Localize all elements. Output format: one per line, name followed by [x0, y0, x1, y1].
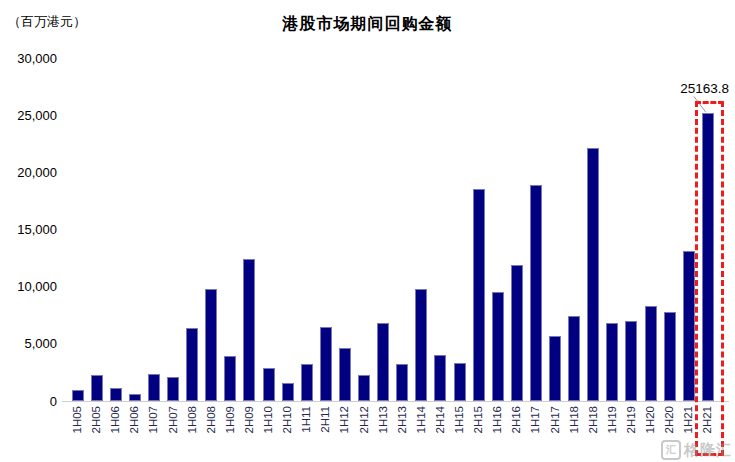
x-tick-label: 2H20: [663, 406, 676, 434]
x-tick-label: 1H05: [71, 406, 84, 434]
bar-1H12: [339, 348, 351, 401]
bar-2H11: [320, 327, 332, 401]
y-tick-label: 5,000: [0, 336, 57, 351]
x-tick-label: 2H11: [319, 406, 332, 433]
x-tick-label: 2H14: [434, 406, 447, 434]
x-tick-label: 1H08: [186, 406, 199, 434]
bar-2H13: [396, 364, 408, 401]
x-tick-label: 2H10: [281, 406, 294, 434]
x-tick-label: 2H12: [358, 406, 371, 434]
x-tick-label: 1H16: [491, 406, 504, 434]
x-tick-label: 1H09: [224, 406, 237, 434]
x-tick-label: 1H10: [262, 406, 275, 434]
x-axis-line: [62, 401, 729, 402]
x-tick-label: 1H19: [606, 406, 619, 434]
bar-2H07: [167, 377, 179, 401]
chart-title: 港股市场期间回购金额: [0, 14, 735, 35]
y-tick-label: 10,000: [0, 279, 57, 294]
x-tick-label: 2H06: [128, 406, 141, 434]
x-tick-label: 1H06: [109, 406, 122, 434]
y-tick-label: 0: [0, 394, 57, 409]
chart-canvas: （百万港元） 港股市场期间回购金额 05,00010,00015,00020,0…: [0, 0, 735, 462]
data-label-annotation: 25163.8: [680, 81, 729, 96]
x-tick-label: 2H15: [472, 406, 485, 434]
x-tick-label: 2H08: [205, 406, 218, 434]
x-tick-label: 2H16: [510, 406, 523, 434]
bar-1H13: [377, 323, 389, 401]
bar-1H16: [492, 292, 504, 401]
x-tick-label: 1H07: [147, 406, 160, 434]
bar-2H14: [434, 355, 446, 401]
watermark: 汇 格隆汇: [661, 440, 732, 460]
bar-2H12: [358, 375, 370, 401]
x-tick-label: 1H20: [644, 406, 657, 434]
bar-1H14: [415, 289, 427, 401]
leader-line: [694, 96, 706, 112]
x-tick-label: 1H21: [682, 406, 695, 434]
bar-1H10: [263, 368, 275, 401]
bar-1H21: [683, 251, 695, 401]
bar-1H09: [224, 356, 236, 401]
bar-1H18: [568, 316, 580, 401]
bar-2H18: [587, 148, 599, 401]
x-tick-label: 2H18: [587, 406, 600, 434]
x-tick-label: 1H14: [415, 406, 428, 434]
x-tick-label: 2H07: [167, 406, 180, 434]
x-tick-label: 1H13: [377, 406, 390, 434]
x-tick-label: 2H17: [549, 406, 562, 434]
x-tick-label: 2H19: [625, 406, 638, 434]
bar-2H20: [664, 312, 676, 401]
bar-2H16: [511, 265, 523, 401]
watermark-text: 格隆汇: [684, 441, 732, 460]
y-tick-label: 15,000: [0, 222, 57, 237]
x-tick-label: 1H11: [300, 406, 313, 433]
bar-2H17: [549, 336, 561, 401]
bar-1H19: [606, 323, 618, 401]
bar-2H10: [282, 383, 294, 401]
bar-2H09: [243, 259, 255, 401]
y-tick-label: 30,000: [0, 51, 57, 66]
x-tick-label: 2H05: [90, 406, 103, 434]
bar-2H05: [91, 375, 103, 401]
y-tick-label: 25,000: [0, 108, 57, 123]
bar-1H05: [72, 390, 84, 401]
bar-1H08: [186, 328, 198, 401]
x-tick-label: 2H13: [396, 406, 409, 434]
x-tick-label: 2H09: [243, 406, 256, 434]
x-tick-label: 2H21: [701, 406, 714, 434]
bar-1H15: [454, 363, 466, 401]
x-tick-label: 1H18: [568, 406, 581, 434]
bar-2H08: [205, 289, 217, 401]
x-tick-label: 1H17: [529, 406, 542, 434]
bar-2H21: [702, 113, 714, 401]
bar-2H19: [625, 321, 637, 401]
bar-1H07: [148, 374, 160, 401]
bar-1H06: [110, 388, 122, 401]
x-tick-label: 1H12: [338, 406, 351, 434]
watermark-logo-icon: 汇: [661, 440, 681, 460]
bar-1H20: [645, 306, 657, 401]
bar-2H06: [129, 394, 141, 401]
x-tick-label: 1H15: [453, 406, 466, 434]
bar-1H11: [301, 364, 313, 401]
bar-2H15: [473, 189, 485, 401]
bar-1H17: [530, 185, 542, 401]
y-tick-label: 20,000: [0, 165, 57, 180]
